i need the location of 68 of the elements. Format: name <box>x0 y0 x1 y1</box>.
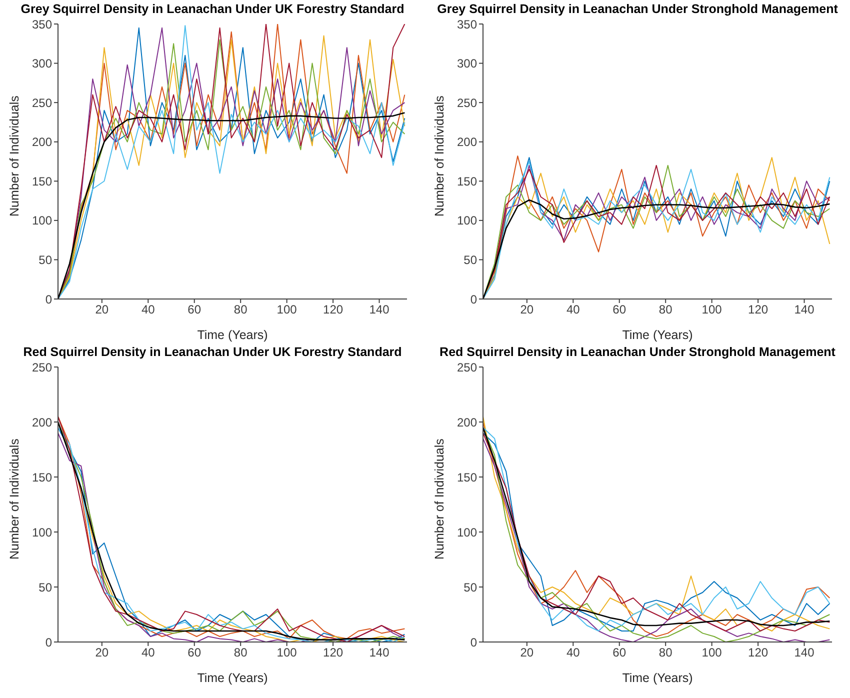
y-tick-label: 100 <box>32 525 52 540</box>
x-tick-label: 80 <box>234 302 248 317</box>
y-tick-label: 50 <box>38 580 52 594</box>
x-axis-title: Time (Years) <box>622 671 693 685</box>
y-tick-label: 200 <box>456 415 478 430</box>
y-tick-label: 300 <box>456 56 478 71</box>
x-tick-label: 20 <box>520 302 534 317</box>
x-tick-label: 140 <box>369 302 390 317</box>
x-tick-label: 140 <box>794 646 815 660</box>
x-tick-label: 60 <box>612 646 626 660</box>
x-axis-title: Time (Years) <box>197 328 268 342</box>
y-axis-title: Number of Individuals <box>432 438 446 560</box>
y-tick-label: 250 <box>32 360 52 374</box>
y-tick-label: 250 <box>456 96 478 110</box>
chart-title: Grey Squirrel Density in Leanachan Under Stronghold Management <box>436 2 839 16</box>
y-axis-title: Number of Individuals <box>7 96 22 216</box>
chart-title: Red Squirrel Density in Leanachan Under UK Forestry Standard <box>22 345 403 359</box>
x-tick-label: 120 <box>748 646 768 660</box>
y-tick-label: 150 <box>456 470 478 484</box>
y-tick-label: 50 <box>464 580 478 594</box>
y-tick-label: 100 <box>456 525 478 540</box>
x-tick-label: 40 <box>141 646 156 660</box>
x-tick-label: 140 <box>794 302 815 317</box>
x-tick-label: 40 <box>141 302 156 317</box>
x-tick-label: 100 <box>276 646 298 660</box>
x-tick-label: 80 <box>658 646 673 660</box>
y-tick-label: 0 <box>470 292 478 306</box>
y-tick-label: 200 <box>32 415 52 430</box>
y-tick-label: 300 <box>32 56 52 71</box>
x-tick-label: 40 <box>566 646 580 660</box>
y-tick-label: 200 <box>32 135 52 150</box>
y-tick-label: 150 <box>456 174 478 188</box>
y-tick-label: 250 <box>456 360 478 374</box>
x-tick-label: 120 <box>323 646 344 660</box>
y-tick-label: 0 <box>470 635 478 650</box>
y-tick-label: 100 <box>456 214 478 228</box>
y-tick-label: 0 <box>45 635 52 650</box>
x-axis-title: Time (Years) <box>197 671 268 685</box>
x-tick-label: 80 <box>658 302 673 317</box>
x-tick-label: 100 <box>702 302 722 317</box>
y-axis-title: Number of Individuals <box>7 438 22 560</box>
x-tick-label: 60 <box>188 646 202 660</box>
x-axis-title: Time (Years) <box>622 328 693 342</box>
y-tick-label: 150 <box>32 470 52 484</box>
y-tick-label: 50 <box>38 252 52 267</box>
x-tick-label: 40 <box>566 302 580 317</box>
y-tick-label: 350 <box>32 17 52 32</box>
x-tick-label: 20 <box>95 646 109 660</box>
y-tick-label: 50 <box>464 252 478 267</box>
x-tick-label: 80 <box>234 646 248 660</box>
y-tick-label: 200 <box>456 135 478 150</box>
x-tick-label: 20 <box>520 646 534 660</box>
x-tick-label: 100 <box>276 302 298 317</box>
x-tick-label: 60 <box>612 302 626 317</box>
y-tick-label: 0 <box>45 292 52 306</box>
chart-title: Red Squirrel Density in Leanachan Under Stronghold Management <box>438 345 836 359</box>
x-tick-label: 140 <box>369 646 390 660</box>
chart-title: Grey Squirrel Density in Leanachan Under UK Forestry Standard <box>20 2 406 16</box>
y-tick-label: 100 <box>32 214 52 228</box>
y-tick-label: 250 <box>32 96 52 110</box>
x-tick-label: 120 <box>748 302 768 317</box>
x-tick-label: 20 <box>95 302 109 317</box>
y-tick-label: 350 <box>456 17 478 32</box>
y-tick-label: 150 <box>32 174 52 188</box>
x-tick-label: 60 <box>188 302 202 317</box>
x-tick-label: 100 <box>702 646 722 660</box>
x-tick-label: 120 <box>323 302 344 317</box>
y-axis-title: Number of Individuals <box>432 96 446 216</box>
